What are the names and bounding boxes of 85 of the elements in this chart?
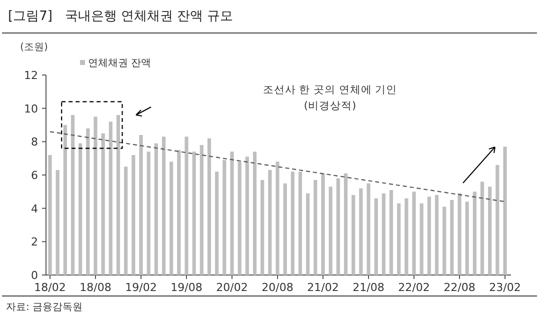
bar	[283, 183, 287, 275]
y-tick-label: 6	[31, 169, 38, 182]
bar	[78, 143, 82, 275]
x-tick-label: 20/02	[216, 281, 248, 294]
bar	[427, 196, 431, 275]
bar	[146, 152, 150, 275]
bar	[298, 172, 302, 275]
y-tick-label: 4	[31, 202, 38, 216]
annotation: 조선사 한 곳의 연체에 기인	[262, 84, 398, 96]
x-tick-label: 21/08	[352, 281, 384, 294]
bar	[154, 143, 158, 275]
x-tick-label: 18/08	[80, 281, 112, 294]
chart-title: [그림7] 국내은행 연체채권 잔액 규모	[8, 9, 234, 24]
bar	[496, 165, 500, 275]
bar	[200, 145, 204, 275]
bar	[450, 200, 454, 275]
y-tick-label: 2	[31, 236, 38, 249]
bar	[314, 180, 318, 275]
x-tick-label: 19/08	[170, 281, 202, 294]
bar	[70, 115, 75, 275]
y-tick-label: 0	[31, 269, 38, 282]
bar	[382, 193, 386, 275]
bar	[359, 188, 363, 275]
text: 자료: 금융감독원	[6, 302, 83, 313]
bar	[108, 122, 112, 275]
bar	[170, 162, 174, 275]
bar	[344, 173, 348, 275]
bar	[366, 183, 370, 275]
bar	[434, 195, 439, 275]
bar	[48, 155, 52, 275]
y-tick-label: 8	[31, 136, 38, 149]
bar	[328, 186, 332, 275]
bar	[230, 152, 234, 275]
bar	[222, 160, 226, 275]
x-tick-label: 19/02	[125, 281, 157, 294]
bar	[412, 192, 416, 275]
bar	[458, 193, 462, 275]
bar	[192, 152, 196, 275]
bar	[420, 203, 424, 275]
x-tick-label: 22/08	[444, 281, 476, 294]
x-tick-label: 22/02	[398, 281, 430, 294]
bar	[488, 186, 492, 275]
bar	[184, 136, 188, 275]
bar	[245, 156, 249, 275]
bar	[404, 198, 408, 275]
bar	[276, 162, 280, 275]
bar	[132, 155, 136, 275]
bar	[124, 166, 128, 275]
bar	[162, 136, 166, 275]
bar	[116, 115, 120, 275]
bar	[352, 195, 356, 275]
bar	[260, 180, 264, 275]
bar	[177, 150, 181, 275]
bar	[139, 135, 143, 275]
bar	[215, 172, 219, 275]
bar	[397, 203, 401, 275]
y-axis-title: (조원)	[20, 42, 48, 53]
y-tick-label: 12	[24, 69, 38, 82]
bar	[268, 170, 272, 275]
bar	[86, 128, 90, 275]
x-tick-label: 21/02	[307, 281, 339, 294]
bar	[290, 172, 294, 275]
bar	[480, 182, 484, 275]
bar	[94, 116, 98, 275]
bar	[63, 125, 67, 275]
bar	[56, 170, 60, 275]
bar	[472, 192, 476, 275]
bar	[442, 206, 446, 275]
y-tick-label: 10	[24, 102, 38, 116]
bar	[374, 198, 378, 275]
annotation: (비경상적)	[304, 100, 356, 112]
bar	[465, 202, 469, 275]
bar	[336, 178, 340, 275]
x-tick-label: 18/02	[34, 281, 66, 294]
x-tick-label: 23/02	[489, 281, 521, 294]
bar	[238, 162, 242, 275]
bar	[503, 146, 507, 275]
bar	[207, 138, 212, 275]
bar	[252, 152, 257, 275]
x-tick-label: 20/08	[262, 281, 294, 294]
bar	[101, 133, 105, 275]
bar	[321, 173, 325, 275]
legend-label: 연체채권 잔액	[88, 58, 152, 69]
bar	[389, 190, 394, 275]
bar	[306, 193, 310, 275]
